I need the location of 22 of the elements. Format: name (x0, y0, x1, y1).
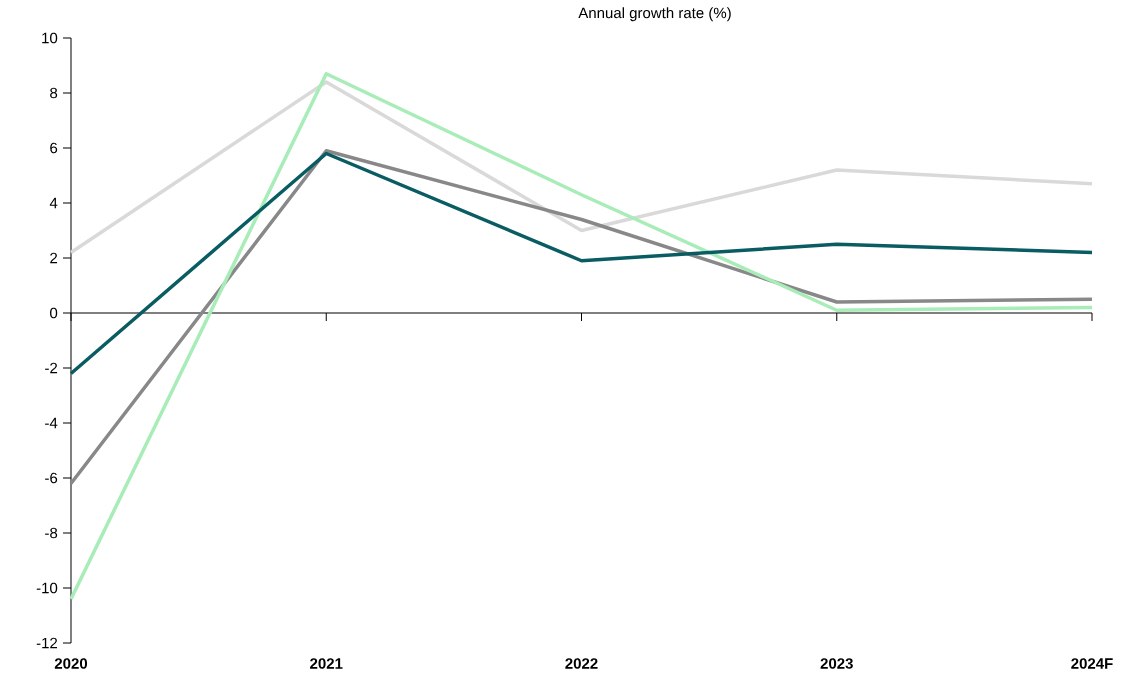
y-tick-label: -8 (45, 527, 58, 539)
y-tick-label: -10 (36, 582, 58, 594)
y-tick-label: 4 (49, 197, 58, 209)
x-tick-label: 2021 (310, 658, 343, 669)
y-tick-label: 10 (42, 32, 58, 44)
x-tick-label: 2023 (820, 658, 853, 669)
y-tick-label: 2 (50, 252, 58, 264)
x-tick-label: 2022 (565, 658, 598, 669)
chart-title: Annual growth rate (%) (578, 7, 731, 22)
x-tick-label: 2020 (54, 658, 88, 669)
y-tick-label: 0 (50, 307, 58, 319)
line-series (69, 80, 1094, 255)
y-tick-label: 6 (50, 142, 58, 154)
y-tick-label: -2 (45, 362, 58, 374)
y-tick-label: -6 (45, 472, 58, 484)
y-tick-label: 8 (50, 87, 58, 99)
line-series (69, 151, 1094, 376)
line-series (69, 149, 1094, 486)
line-series (69, 71, 1094, 601)
x-tick-label: 2024F (1071, 658, 1113, 669)
y-tick-label: -12 (36, 637, 58, 649)
y-tick-label: -4 (45, 417, 58, 429)
